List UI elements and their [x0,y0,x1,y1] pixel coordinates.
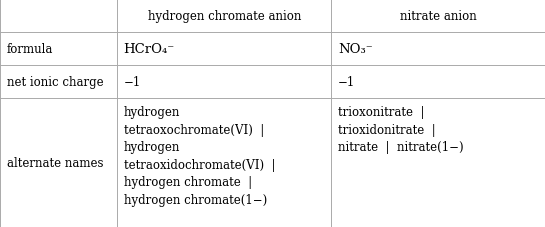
Text: −1: −1 [124,76,141,89]
Text: hydrogen
tetraoxochromate(VI)  |
hydrogen
tetraoxidochromate(VI)  |
hydrogen chr: hydrogen tetraoxochromate(VI) | hydrogen… [124,106,275,206]
Text: HCrO₄⁻: HCrO₄⁻ [124,43,175,56]
Text: trioxonitrate  |
trioxidonitrate  |
nitrate  |  nitrate(1−): trioxonitrate | trioxidonitrate | nitrat… [338,106,464,153]
Text: formula: formula [7,43,53,56]
Text: NO₃⁻: NO₃⁻ [338,43,373,56]
Text: net ionic charge: net ionic charge [7,76,103,89]
Text: alternate names: alternate names [7,156,103,169]
Text: nitrate anion: nitrate anion [400,10,476,23]
Text: hydrogen chromate anion: hydrogen chromate anion [148,10,301,23]
Text: −1: −1 [338,76,355,89]
